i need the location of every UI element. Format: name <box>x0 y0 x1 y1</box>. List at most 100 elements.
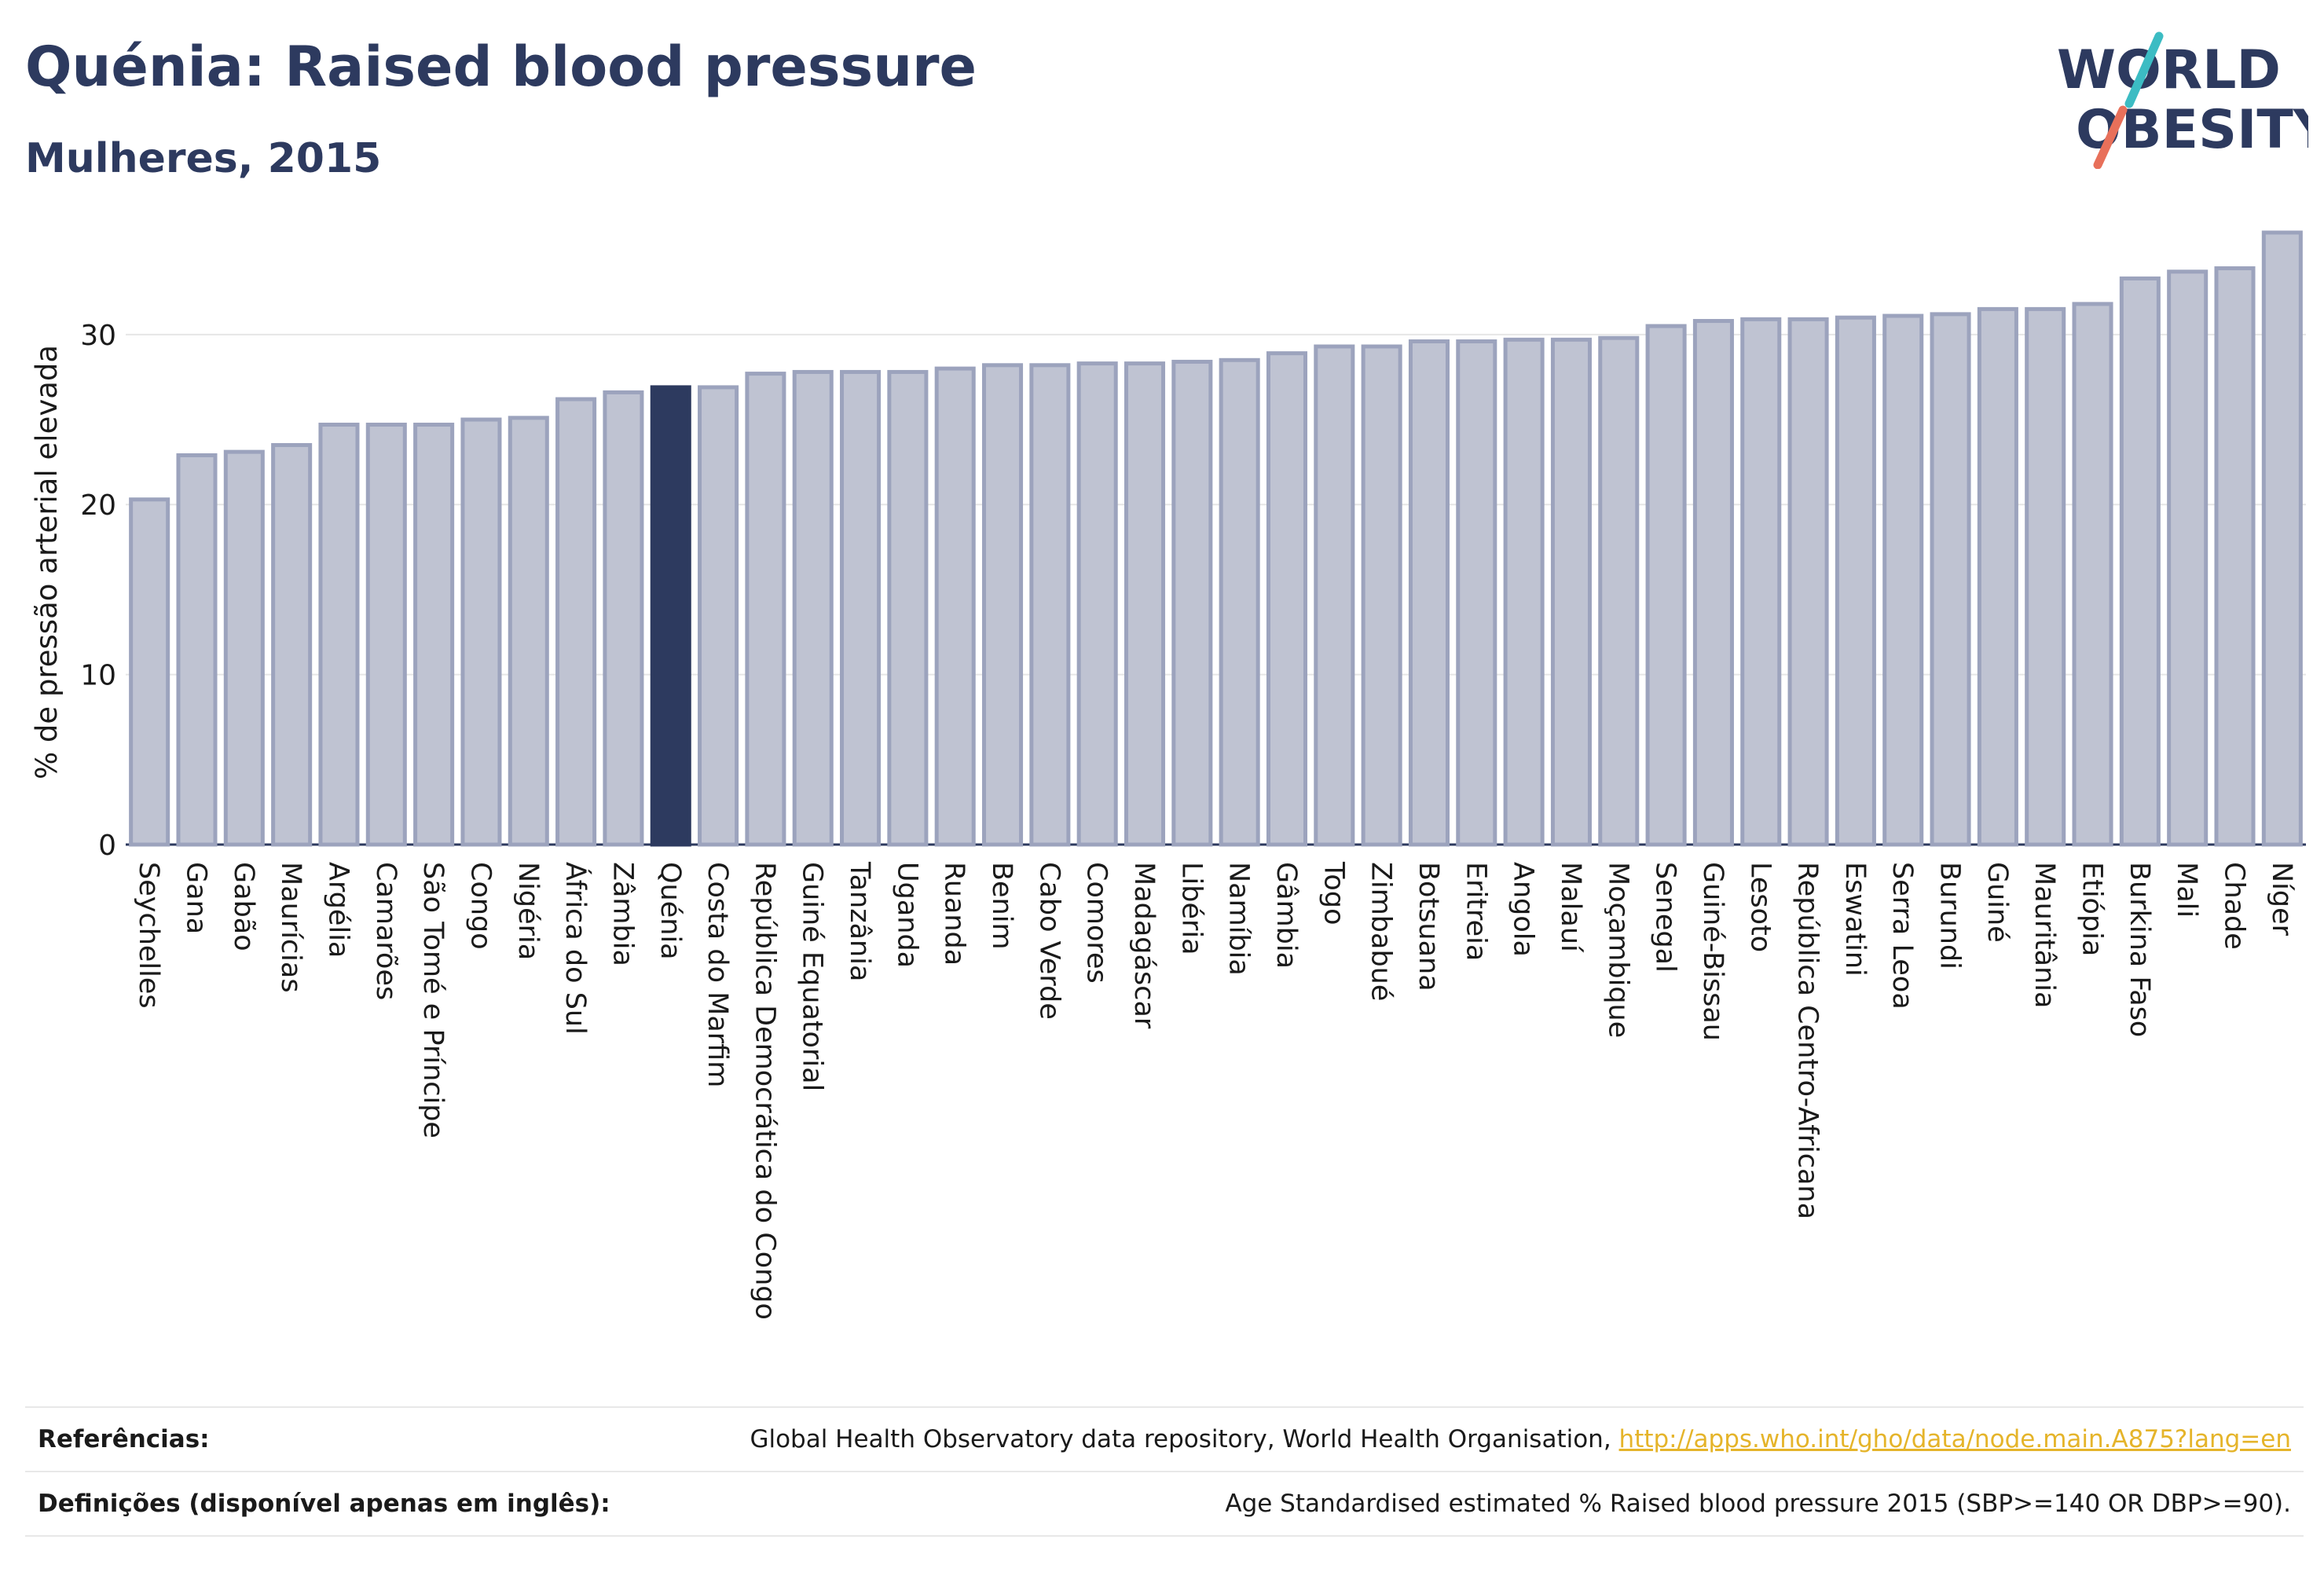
references-row: Referências: Global Health Observatory d… <box>25 1406 2304 1472</box>
bar-Congo <box>460 417 502 847</box>
bar-Guiné <box>1977 306 2018 847</box>
bar-Argélia <box>318 423 360 847</box>
x-tick-label: África do Sul <box>559 862 592 1035</box>
x-tick-label: Moçambique <box>1602 862 1633 1038</box>
x-tick-label: Zâmbia <box>607 862 638 966</box>
bar-Níger <box>2261 230 2303 847</box>
x-tick-label: Gana <box>180 862 211 934</box>
references-value: Global Health Observatory data repositor… <box>750 1425 2291 1453</box>
bar-Libéria <box>1171 359 1213 847</box>
x-tick-label: Senegal <box>1650 862 1681 973</box>
bar-Seychelles <box>129 497 170 847</box>
x-tick-label: Angola <box>1508 862 1539 957</box>
bar-Namíbia <box>1219 357 1260 847</box>
bar-Costa do Marfim <box>698 385 739 847</box>
bar-Lesoto <box>1740 317 1782 847</box>
x-tick-label: Guiné Equatorial <box>797 862 828 1091</box>
x-tick-label: Benim <box>986 862 1017 950</box>
bar-Burundi <box>1930 312 1971 847</box>
logo-line1: WORLD <box>2057 39 2281 101</box>
x-tick-label: Gabão <box>228 862 259 951</box>
x-tick-label: Comores <box>1081 862 1113 984</box>
x-tick-label: São Tomé e Príncipe <box>417 862 449 1138</box>
x-tick-label: Serra Leoa <box>1886 862 1918 1010</box>
references-text: Global Health Observatory data repositor… <box>750 1425 1619 1453</box>
x-tick-label: Namíbia <box>1223 862 1255 976</box>
bar-Cabo Verde <box>1029 363 1071 847</box>
bar-Eritreia <box>1456 339 1497 847</box>
y-axis-label: % de pressão arterial elevada <box>30 345 64 779</box>
x-tick-label: Quénia <box>654 862 686 960</box>
bar-Guiné-Bissau <box>1692 319 1734 847</box>
definitions-label: Definições (disponível apenas em inglês)… <box>38 1490 610 1518</box>
x-tick-label: Gâmbia <box>1270 862 1302 969</box>
bar-Gabão <box>223 449 265 847</box>
references-link[interactable]: http://apps.who.int/gho/data/node.main.A… <box>1618 1425 2291 1453</box>
x-tick-label: Botsuana <box>1413 862 1444 991</box>
definitions-row: Definições (disponível apenas em inglês)… <box>25 1471 2304 1537</box>
x-tick-label: Costa do Marfim <box>702 862 733 1087</box>
x-tick-label: Maurícias <box>275 862 306 993</box>
bar-Angola <box>1503 337 1545 847</box>
bar-Serra Leoa <box>1882 313 1924 847</box>
bar-Mauritânia <box>2025 306 2066 847</box>
x-tick-label: Guiné <box>1981 862 2013 943</box>
bar-Burkina Faso <box>2119 276 2161 847</box>
footer-divider <box>25 1535 2304 1537</box>
x-tick-label: Guiné-Bissau <box>1697 862 1728 1041</box>
bar-Ruanda <box>934 366 976 847</box>
x-tick-label: Lesoto <box>1744 862 1776 952</box>
bar-Malauí <box>1550 337 1592 847</box>
x-tick-label: Togo <box>1318 861 1349 925</box>
bar-Botsuana <box>1408 339 1450 847</box>
x-tick-label: Burkina Faso <box>2124 862 2155 1037</box>
bar-Eswatini <box>1835 315 1876 847</box>
x-labels-layer: Seychelles Gana Gabão Maurícias Argélia Camar… <box>133 861 2297 1320</box>
bar-São Tomé e Príncipe <box>413 423 455 847</box>
bar-Togo <box>1314 344 1355 847</box>
world-obesity-logo: WORLD OBESITY <box>2057 31 2308 169</box>
logo-slash-teal <box>2124 31 2164 108</box>
bar-Quénia <box>650 385 691 847</box>
bar-Madagáscar <box>1124 361 1166 847</box>
y-ticks-layer: 0 10 20 30 <box>80 320 116 862</box>
x-tick-label: Mauritânia <box>2029 862 2060 1008</box>
page-title: Quénia: Raised blood pressure <box>25 35 977 99</box>
bar-Uganda <box>887 369 929 847</box>
bar-Gâmbia <box>1266 351 1308 847</box>
x-tick-label: Libéria <box>1175 862 1207 955</box>
bar-Moçambique <box>1598 335 1640 847</box>
x-tick-label: Nigéria <box>512 862 544 960</box>
references-label: Referências: <box>38 1425 210 1453</box>
bar-Senegal <box>1645 324 1687 847</box>
x-tick-label: Eritreia <box>1460 862 1491 961</box>
bar-Etiópia <box>2072 302 2113 847</box>
x-tick-label: Ruanda <box>939 862 970 966</box>
bar-Comores <box>1076 361 1118 847</box>
x-tick-label: Seychelles <box>133 862 164 1009</box>
x-tick-label: Camarões <box>370 862 401 1000</box>
bar-Mali <box>2167 269 2209 847</box>
definitions-value: Age Standardised estimated % Raised bloo… <box>1225 1490 2291 1518</box>
bar-Gana <box>176 453 218 847</box>
y-tick-label: 30 <box>80 320 116 352</box>
x-tick-label: Cabo Verde <box>1033 862 1065 1020</box>
y-tick-label: 20 <box>80 489 116 522</box>
logo-slash-coral <box>2093 105 2128 169</box>
bar-Zimbabué <box>1361 344 1402 847</box>
page-subtitle: Mulheres, 2015 <box>25 135 382 182</box>
bar-Chade <box>2214 266 2256 847</box>
bar-República Democrática do Congo <box>745 372 786 847</box>
x-tick-label: Burundi <box>1934 862 1966 969</box>
bar-Maurícias <box>271 442 313 847</box>
bar-chart: 0 10 20 30 Seychelles Gana Gabão Maurícias Argé… <box>30 230 2306 1320</box>
bar-Zâmbia <box>603 390 644 847</box>
bar-Tanzânia <box>840 369 882 847</box>
y-tick-label: 0 <box>98 830 116 862</box>
x-tick-label: Etiópia <box>2077 862 2108 956</box>
x-tick-label: República Centro-Africana <box>1792 862 1824 1219</box>
bar-República Centro-Africana <box>1787 317 1829 847</box>
bar-Benim <box>982 363 1024 847</box>
x-tick-label: Uganda <box>891 862 922 968</box>
bar-África do Sul <box>555 397 597 847</box>
